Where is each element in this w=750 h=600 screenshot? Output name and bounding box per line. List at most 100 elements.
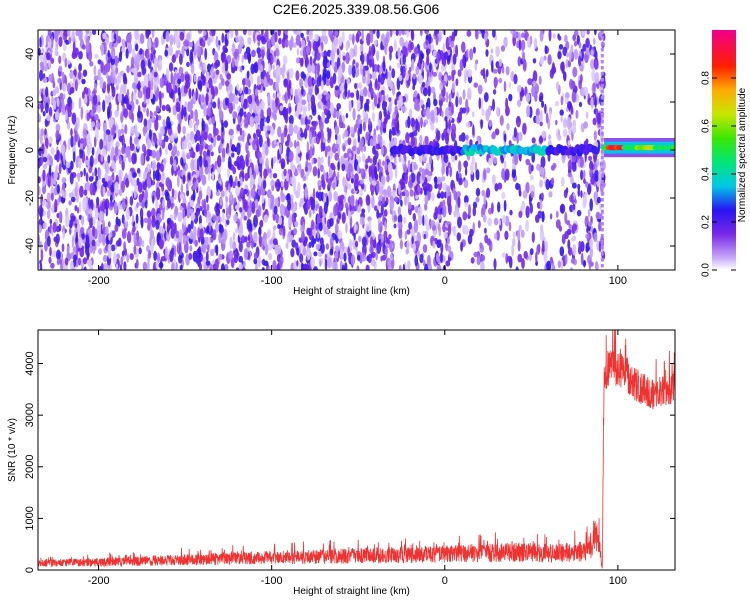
noise-cell — [472, 124, 475, 136]
noise-cell — [478, 97, 482, 110]
noise-cell — [476, 255, 481, 266]
noise-cell — [413, 220, 419, 234]
noise-cell — [247, 235, 251, 242]
noise-cell — [68, 200, 72, 206]
noise-cell — [139, 207, 144, 220]
noise-cell — [115, 84, 119, 91]
noise-cell — [506, 123, 510, 131]
noise-cell — [272, 238, 278, 246]
noise-cell — [256, 129, 261, 135]
noise-cell — [206, 107, 211, 116]
noise-cell — [138, 247, 142, 255]
noise-cell — [295, 94, 300, 105]
noise-cell — [337, 230, 343, 240]
noise-edge-cell — [600, 60, 604, 64]
noise-cell — [566, 220, 571, 226]
noise-cell — [65, 109, 68, 121]
noise-cell — [436, 264, 442, 270]
noise-cell — [443, 154, 449, 163]
noise-cell — [242, 78, 246, 86]
noise-cell — [503, 133, 507, 143]
noise-cell — [383, 116, 387, 126]
noise-cell — [334, 245, 340, 253]
y-axis-label: SNR (10 * v/v) — [7, 418, 18, 482]
noise-cell — [435, 34, 439, 46]
y-tick-label: 40 — [24, 48, 36, 60]
noise-cell — [293, 124, 298, 134]
noise-cell — [128, 154, 132, 163]
noise-cell — [78, 97, 82, 110]
noise-cell — [312, 40, 318, 52]
noise-cell — [246, 70, 250, 79]
noise-cell — [171, 54, 176, 64]
noise-cell — [368, 165, 372, 178]
noise-cell — [58, 65, 63, 72]
noise-cell — [419, 253, 424, 264]
noise-cell — [549, 256, 554, 263]
noise-cell — [408, 221, 412, 230]
noise-cell — [170, 228, 175, 239]
noise-cell — [300, 132, 305, 138]
noise-cell — [54, 30, 59, 42]
noise-cell — [400, 181, 406, 190]
noise-cell — [241, 130, 245, 143]
noise-cell — [572, 203, 576, 211]
noise-cell — [328, 167, 333, 179]
noise-cell — [288, 106, 292, 114]
noise-cell — [493, 233, 498, 240]
noise-cell — [558, 225, 563, 232]
noise-cell — [323, 35, 328, 45]
noise-cell — [137, 71, 142, 78]
noise-cell — [39, 69, 43, 82]
noise-cell — [547, 54, 552, 66]
noise-cell — [536, 163, 541, 171]
noise-cell — [404, 196, 407, 206]
noise-cell — [255, 209, 260, 218]
noise-cell — [168, 106, 171, 113]
noise-cell — [290, 87, 293, 96]
noise-cell — [39, 37, 42, 48]
noise-cell — [214, 86, 219, 95]
noise-cell — [57, 77, 62, 84]
noise-cell — [221, 147, 226, 160]
noise-cell — [303, 128, 308, 140]
noise-cell — [493, 157, 498, 164]
noise-cell — [91, 121, 95, 128]
noise-cell — [122, 72, 127, 85]
noise-cell — [48, 136, 53, 144]
noise-cell — [382, 214, 385, 225]
noise-cell — [410, 204, 415, 211]
noise-cell — [101, 233, 106, 246]
noise-cell — [311, 63, 316, 74]
noise-cell — [121, 123, 125, 129]
noise-cell — [234, 147, 238, 153]
noise-cell — [345, 180, 349, 187]
noise-cell — [462, 211, 468, 221]
noise-cell — [594, 161, 598, 172]
noise-cell — [402, 163, 408, 174]
noise-cell — [486, 238, 491, 246]
noise-cell — [139, 48, 143, 55]
noise-cell — [365, 131, 370, 141]
noise-cell — [249, 116, 253, 127]
noise-cell — [226, 180, 229, 187]
noise-cell — [389, 65, 392, 72]
noise-cell — [333, 204, 338, 217]
noise-cell — [406, 30, 409, 38]
noise-cell — [111, 146, 115, 157]
noise-cell — [566, 52, 570, 58]
noise-cell — [187, 141, 192, 150]
noise-cell — [256, 83, 262, 91]
noise-cell — [480, 69, 485, 76]
noise-cell — [180, 72, 185, 83]
noise-cell — [565, 58, 569, 69]
noise-cell — [354, 159, 357, 171]
noise-cell — [85, 159, 90, 166]
noise-cell — [195, 129, 201, 142]
noise-cell — [240, 235, 246, 244]
noise-cell — [179, 53, 183, 65]
noise-cell — [89, 155, 94, 168]
noise-cell — [274, 197, 279, 209]
noise-cell — [445, 107, 450, 119]
noise-cell — [273, 205, 278, 215]
